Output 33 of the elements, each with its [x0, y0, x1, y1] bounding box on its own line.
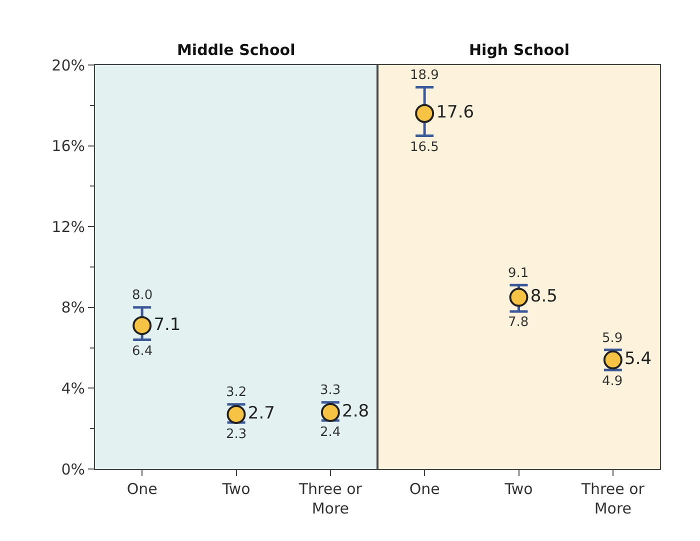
data-label: 8.5: [530, 286, 558, 307]
y-tick-label: 16%: [52, 137, 85, 156]
x-tick-label: Two: [504, 480, 533, 498]
data-label: 17.6: [436, 102, 474, 123]
x-tick-label: Two: [221, 480, 250, 498]
data-label: 7.1: [154, 314, 181, 335]
annotation: 2.3: [226, 427, 247, 442]
point: [132, 316, 152, 336]
annotation: 9.1: [508, 266, 529, 281]
annotation: 3.2: [226, 385, 247, 400]
x-tick-label: Three or More: [580, 480, 646, 518]
data-label: 2.7: [248, 404, 275, 424]
y-tick-label: 12%: [52, 218, 85, 236]
x-tick-label: One: [126, 480, 158, 498]
annotation: 5.9: [602, 331, 623, 346]
annotation: 6.4: [132, 344, 153, 359]
y-tick-label: 4%: [61, 379, 85, 398]
data-label: 2.8: [342, 402, 370, 422]
annotation: 4.9: [602, 374, 623, 389]
x-tick-label: One: [409, 480, 440, 498]
annotation: 7.8: [508, 315, 529, 330]
chart-title: Middle School: [177, 41, 296, 59]
y-tick-label: 20%: [52, 56, 85, 74]
y-tick-label: 8%: [61, 298, 85, 317]
annotation: 2.4: [320, 425, 341, 440]
annotation: 8.0: [132, 288, 153, 303]
data-label: 5.4: [624, 349, 652, 370]
chart-title: High School: [469, 41, 570, 59]
annotation: 18.9: [410, 68, 439, 83]
annotation: 16.5: [410, 140, 439, 155]
x-tick-label: Three or More: [298, 480, 363, 518]
y-tick-label: 0%: [61, 460, 85, 478]
annotation: 3.3: [320, 383, 341, 398]
